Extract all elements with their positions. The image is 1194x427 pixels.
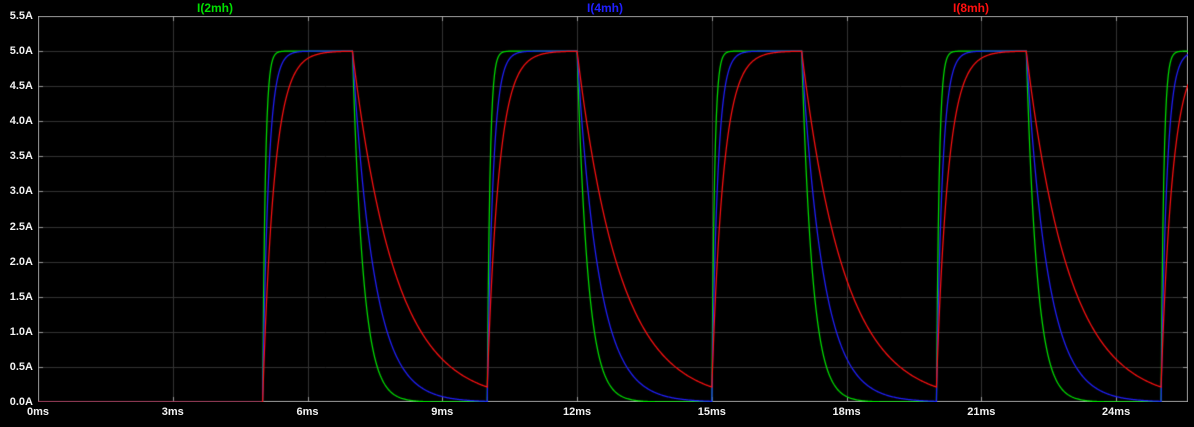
y-tick-label: 4.5A (9, 80, 33, 93)
y-tick-label: 2.5A (9, 220, 33, 233)
x-tick-label: 3ms (161, 406, 184, 418)
y-tick-label: 1.5A (9, 290, 33, 303)
x-tick-label: 21ms (967, 406, 996, 418)
y-tick-label: 3.5A (9, 150, 33, 163)
x-tick-label: 24ms (1102, 406, 1131, 418)
y-tick-label: 0.5A (9, 360, 33, 373)
y-tick-label: 2.0A (9, 255, 33, 268)
y-tick-label: 3.0A (9, 185, 33, 198)
legend-item-i2mh[interactable]: I(2mh) (197, 1, 233, 15)
y-tick-label: 5.5A (9, 10, 33, 22)
x-tick-label: 18ms (832, 406, 861, 418)
x-tick-label: 12ms (562, 406, 592, 418)
x-tick-label: 9ms (431, 406, 454, 418)
x-tick-label: 15ms (697, 406, 726, 418)
y-tick-label: 5.0A (9, 45, 33, 58)
x-tick-label: 6ms (296, 406, 319, 418)
legend-item-i8mh[interactable]: I(8mh) (953, 1, 989, 15)
y-tick-label: 4.0A (9, 115, 33, 128)
x-tick-label: 0ms (26, 406, 50, 418)
y-tick-label: 0.0A (9, 396, 33, 408)
waveform-plot-canvas[interactable] (38, 16, 1188, 402)
legend-item-i4mh[interactable]: I(4mh) (587, 1, 623, 15)
legend: I(2mh) I(4mh) I(8mh) (0, 1, 1194, 15)
y-tick-label: 1.0A (9, 325, 33, 338)
